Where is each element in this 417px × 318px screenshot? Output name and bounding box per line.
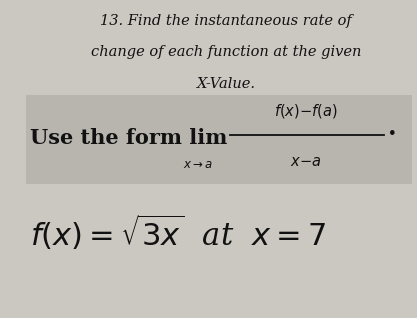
Text: 13. Find the instantaneous rate of: 13. Find the instantaneous rate of bbox=[100, 14, 352, 28]
FancyBboxPatch shape bbox=[26, 95, 412, 184]
Text: $f(x){-}f(a)$: $f(x){-}f(a)$ bbox=[274, 102, 338, 120]
Text: Use the form lim: Use the form lim bbox=[30, 128, 227, 148]
Text: $x{-}a$: $x{-}a$ bbox=[291, 155, 322, 169]
Text: change of each function at the given: change of each function at the given bbox=[91, 45, 362, 59]
Text: $x{\rightarrow}a$: $x{\rightarrow}a$ bbox=[183, 158, 214, 171]
Text: .: . bbox=[388, 116, 397, 140]
Text: $f(x) = \sqrt{3x}$  at  $x = 7$: $f(x) = \sqrt{3x}$ at $x = 7$ bbox=[30, 213, 326, 252]
Text: X-Value.: X-Value. bbox=[197, 77, 256, 91]
